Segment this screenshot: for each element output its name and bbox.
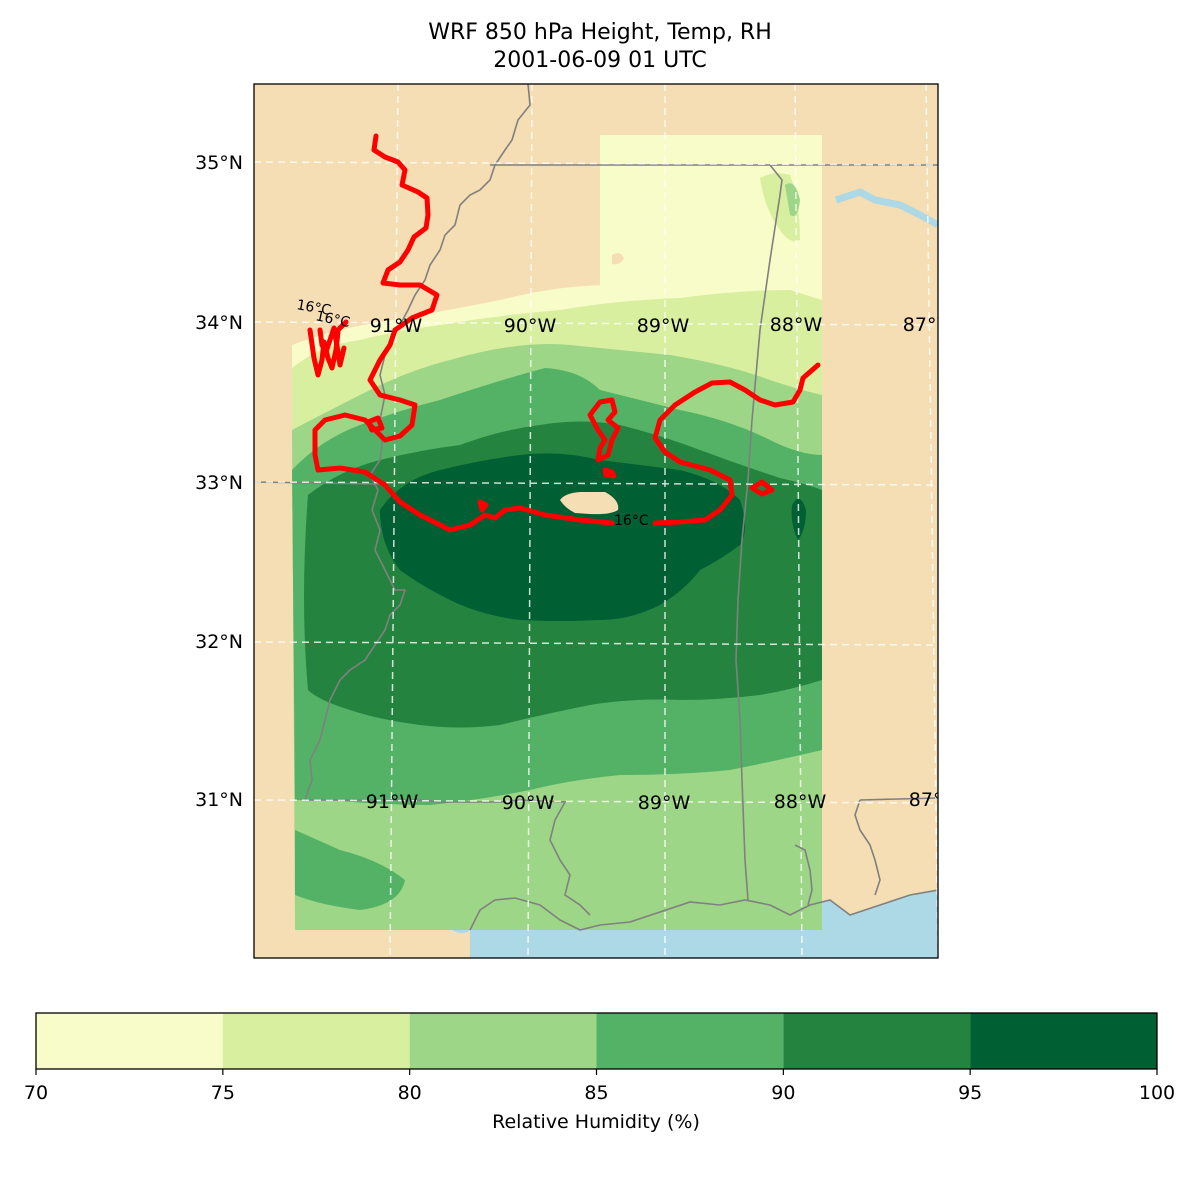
lat-label: 34°N bbox=[195, 312, 243, 334]
colorbar-tick-label: 90 bbox=[771, 1082, 795, 1104]
colorbar-segment bbox=[36, 1013, 223, 1069]
lon-label: 90°W bbox=[502, 792, 555, 814]
map-frame bbox=[253, 83, 939, 959]
colorbar-label: Relative Humidity (%) bbox=[492, 1111, 700, 1133]
lon-label: 88°W bbox=[770, 314, 823, 336]
colorbar-tick-label: 80 bbox=[398, 1082, 422, 1104]
colorbar-tick-label: 75 bbox=[211, 1082, 235, 1104]
gridlines bbox=[254, 84, 938, 958]
lon-labels-upper: 91°W 90°W 89°W 88°W 87°W bbox=[370, 314, 956, 337]
river-lake bbox=[834, 188, 938, 229]
colorbar-tick-label: 100 bbox=[1139, 1082, 1175, 1104]
lon-label: 89°W bbox=[638, 792, 691, 814]
temp-contour-label: 16°C bbox=[295, 297, 332, 319]
colorbar-ticks: 70 75 80 85 90 95 100 bbox=[24, 1069, 1175, 1104]
colorbar-segment bbox=[596, 1013, 784, 1069]
rh-filled-contours bbox=[292, 135, 822, 930]
colorbar-tick-label: 85 bbox=[584, 1082, 608, 1104]
map-area: 16°C 16°C 16°C 91°W 90°W 89°W 88°W 87°W … bbox=[254, 84, 962, 958]
colorbar-segment bbox=[409, 1013, 597, 1069]
colorbar-tick-label: 95 bbox=[958, 1082, 982, 1104]
lat-label: 31°N bbox=[195, 789, 243, 811]
lon-label: 87°W bbox=[903, 314, 956, 336]
lon-label: 87°W bbox=[909, 789, 962, 811]
lon-labels-lower: 91°W 90°W 89°W 88°W 87°W bbox=[366, 789, 962, 814]
lat-label: 35°N bbox=[195, 152, 243, 174]
lon-label: 88°W bbox=[774, 791, 827, 813]
lon-label: 91°W bbox=[366, 791, 419, 813]
colorbar-tick-label: 70 bbox=[24, 1082, 48, 1104]
lat-labels: 35°N 34°N 33°N 32°N 31°N bbox=[195, 152, 243, 811]
temperature-contour-16c bbox=[307, 133, 821, 533]
lon-label: 89°W bbox=[637, 315, 690, 337]
lat-label: 33°N bbox=[195, 472, 243, 494]
colorbar-segment bbox=[970, 1013, 1157, 1069]
lon-label: 91°W bbox=[370, 315, 423, 337]
lat-label: 32°N bbox=[195, 631, 243, 653]
colorbar bbox=[36, 1013, 1157, 1069]
temp-contour-label: 16°C bbox=[614, 513, 649, 529]
colorbar-segment bbox=[783, 1013, 971, 1069]
map-title: WRF 850 hPa Height, Temp, RH bbox=[428, 20, 772, 45]
colorbar-segment bbox=[222, 1013, 410, 1069]
temp-contour-label: 16°C bbox=[314, 308, 351, 331]
state-borders bbox=[254, 84, 938, 931]
map-subtitle-time: 2001-06-09 01 UTC bbox=[493, 48, 707, 73]
lon-label: 90°W bbox=[504, 315, 557, 337]
